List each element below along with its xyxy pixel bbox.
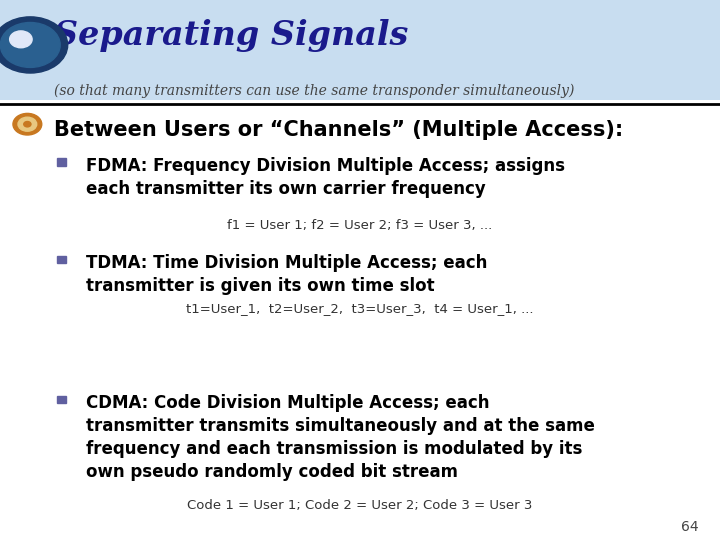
Text: TDMA: Time Division Multiple Access; each
transmitter is given its own time slot: TDMA: Time Division Multiple Access; eac… xyxy=(86,254,487,295)
Circle shape xyxy=(9,31,32,48)
Text: t1=User_1,  t2=User_2,  t3=User_3,  t4 = User_1, ...: t1=User_1, t2=User_2, t3=User_3, t4 = Us… xyxy=(186,302,534,315)
FancyBboxPatch shape xyxy=(57,255,66,262)
Text: CDMA: Code Division Multiple Access; each
transmitter transmits simultaneously a: CDMA: Code Division Multiple Access; eac… xyxy=(86,394,595,481)
Text: Between Users or “Channels” (Multiple Access):: Between Users or “Channels” (Multiple Ac… xyxy=(54,120,624,140)
FancyBboxPatch shape xyxy=(57,159,66,165)
Text: FDMA: Frequency Division Multiple Access; assigns
each transmitter its own carri: FDMA: Frequency Division Multiple Access… xyxy=(86,157,565,198)
Text: Code 1 = User 1; Code 2 = User 2; Code 3 = User 3: Code 1 = User 1; Code 2 = User 2; Code 3… xyxy=(187,500,533,512)
Text: f1 = User 1; f2 = User 2; f3 = User 3, ...: f1 = User 1; f2 = User 2; f3 = User 3, .… xyxy=(228,219,492,232)
Circle shape xyxy=(0,17,68,73)
Circle shape xyxy=(18,117,37,131)
Circle shape xyxy=(13,113,42,135)
FancyBboxPatch shape xyxy=(57,396,66,403)
Text: 64: 64 xyxy=(681,519,698,534)
Circle shape xyxy=(24,122,31,127)
Text: Separating Signals: Separating Signals xyxy=(54,19,408,52)
Text: (so that many transmitters can use the same transponder simultaneously): (so that many transmitters can use the s… xyxy=(54,84,575,98)
Circle shape xyxy=(0,23,60,68)
FancyBboxPatch shape xyxy=(0,0,720,100)
